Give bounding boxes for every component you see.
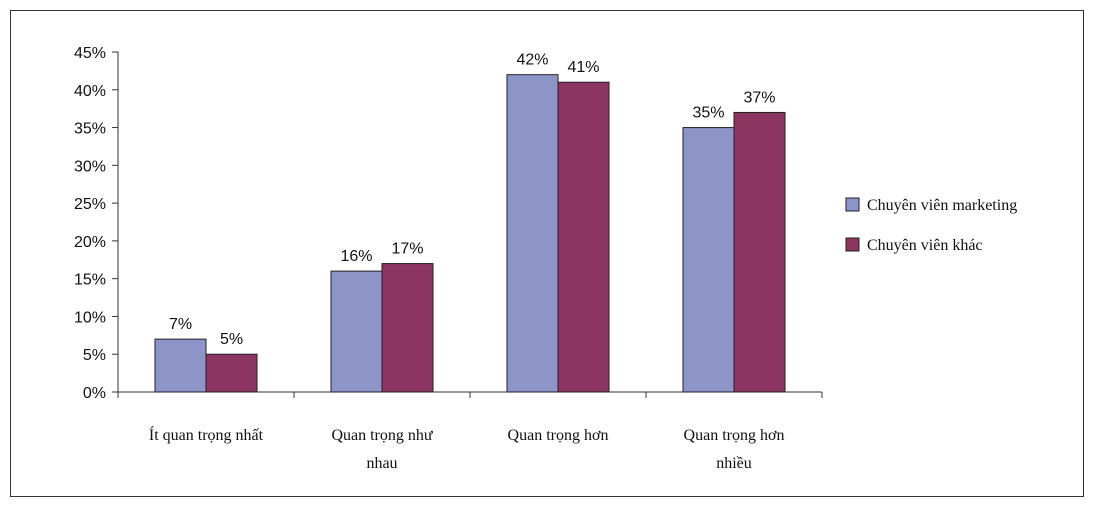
category-label: Ít quan trọng nhất [149,425,264,444]
bar-other [733,111,786,393]
data-label: 17% [391,241,423,258]
y-tick-label: 35% [74,121,106,138]
y-tick-label: 10% [74,309,106,326]
bar-marketing [506,74,559,393]
y-tick-label: 20% [74,234,106,251]
legend-label: Chuyên viên marketing [867,197,1017,214]
y-tick-label: 30% [74,158,106,175]
data-label: 37% [743,89,775,106]
category-label: nhau [366,455,397,472]
legend-label: Chuyên viên khác [867,237,983,254]
category-label: Quan trọng hơn [508,427,609,444]
bar-other [381,263,434,393]
data-label: 41% [567,59,599,76]
data-label: 16% [340,248,372,265]
data-label: 7% [169,316,192,333]
bar-other [205,353,258,393]
bar-other [557,81,610,393]
category-label: nhiều [716,455,752,472]
bar-marketing [330,270,383,393]
bar-marketing [682,127,735,393]
data-label: 5% [220,331,243,348]
category-label: Quan trọng như [331,427,433,444]
legend-swatch [845,237,860,252]
legend-swatch [845,197,860,212]
data-label: 35% [692,105,724,122]
y-tick-label: 0% [83,385,106,402]
y-tick-label: 15% [74,272,106,289]
data-label: 42% [516,52,548,69]
y-tick-label: 40% [74,83,106,100]
y-tick-label: 5% [83,347,106,364]
bar-marketing [154,338,207,393]
category-label: Quan trọng hơn [684,427,785,444]
y-tick-label: 25% [74,196,106,213]
y-tick-label: 45% [74,45,106,62]
